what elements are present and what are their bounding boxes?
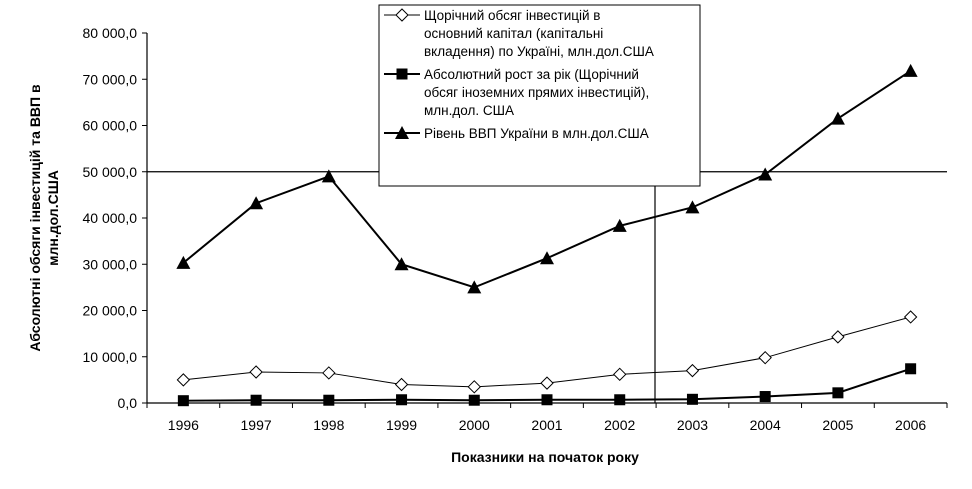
series-3 <box>176 63 918 294</box>
series-line <box>183 316 911 388</box>
triangle-marker <box>467 280 482 294</box>
triangle-marker <box>321 169 336 183</box>
diamond-marker <box>394 377 409 392</box>
diamond-marker <box>831 330 845 344</box>
y-tick-label: 20 000,0 <box>83 303 138 319</box>
y-tick-label: 60 000,0 <box>83 118 138 134</box>
square-marker <box>396 394 408 406</box>
diamond-marker <box>685 363 700 378</box>
legend: Щорічний обсяг інвестицій в основний капі… <box>378 4 701 187</box>
triangle-marker <box>249 196 264 210</box>
y-axis-title-group: Абсолютні обсяги інвестицій та ВВП в млн.… <box>27 84 61 352</box>
series-2 <box>177 363 917 407</box>
triangle-marker <box>903 63 918 77</box>
diamond-marker <box>249 365 263 379</box>
square-marker <box>250 394 262 406</box>
x-tick-label: 1999 <box>386 417 417 433</box>
diamond-marker <box>903 310 918 324</box>
diamond-marker <box>176 373 191 387</box>
legend-entry: Рівень ВВП України в млн.дол.США <box>384 126 649 141</box>
square-marker <box>759 391 771 403</box>
x-tick-label: 2003 <box>677 417 708 433</box>
legend-box <box>378 4 701 187</box>
triangle-marker <box>395 126 409 139</box>
x-tick-label: 2005 <box>822 417 853 433</box>
y-axis-title: Абсолютні обсяги інвестицій та ВВП в млн.… <box>27 84 61 352</box>
square-marker <box>177 395 189 407</box>
x-axis-title: Показники на початок року <box>451 449 639 465</box>
x-tick-label: 1997 <box>241 417 272 433</box>
square-marker <box>832 387 844 399</box>
triangle-marker <box>394 257 409 271</box>
y-axis-ticks: 0,0 10 000,0 20 000,0 30 000,0 40 000,0 50 00… <box>83 25 147 411</box>
square-marker <box>541 394 553 406</box>
square-marker <box>468 394 480 406</box>
x-tick-label: 2001 <box>531 417 562 433</box>
triangle-marker <box>685 200 700 214</box>
diamond-marker <box>540 376 554 390</box>
diamond-marker <box>395 8 409 22</box>
x-tick-label: 2000 <box>459 417 490 433</box>
triangle-marker <box>540 251 554 265</box>
legend-label: Рівень ВВП України в млн.дол.США <box>424 126 649 141</box>
legend-label: обсяг іноземних прямих інвестицій), <box>424 85 649 100</box>
diamond-marker <box>613 367 627 382</box>
y-tick-label: 80 000,0 <box>83 25 138 41</box>
x-tick-label: 1996 <box>168 417 199 433</box>
diamond-marker <box>322 366 336 380</box>
legend-label: Абсолютний рост за рік (Щорічний <box>424 67 639 82</box>
square-marker <box>323 394 335 406</box>
triangle-marker <box>758 167 773 181</box>
x-axis-ticks: 1996 1997 1998 1999 2000 2001 2002 2003 2004 2005… <box>146 403 948 433</box>
y-axis-title-line: Абсолютні обсяги інвестицій та ВВП в <box>27 84 43 352</box>
legend-label: Щорічний обсяг інвестицій в <box>424 8 600 23</box>
square-marker <box>686 393 698 405</box>
triangle-marker <box>176 255 191 269</box>
y-tick-label: 0,0 <box>118 395 138 411</box>
square-marker <box>614 394 626 406</box>
series-layer <box>176 63 918 407</box>
y-tick-label: 30 000,0 <box>83 256 138 272</box>
triangle-marker <box>612 218 627 232</box>
legend-entry: Абсолютний рост за рік (Щорічний обсяг ін… <box>384 67 649 118</box>
x-tick-label: 2004 <box>750 417 781 433</box>
y-tick-label: 40 000,0 <box>83 210 138 226</box>
legend-entry: Щорічний обсяг інвестицій в основний капі… <box>384 8 654 59</box>
square-marker <box>905 363 917 375</box>
series-1 <box>176 310 918 394</box>
triangle-marker <box>830 111 845 125</box>
legend-label: млн.дол. США <box>424 103 514 118</box>
x-tick-label: 1998 <box>313 417 344 433</box>
y-tick-label: 70 000,0 <box>83 71 138 87</box>
y-axis-title-line: млн.дол.США <box>45 170 61 266</box>
x-tick-label: 2002 <box>604 417 635 433</box>
square-marker <box>396 68 408 80</box>
y-tick-label: 50 000,0 <box>83 164 138 180</box>
diamond-marker <box>758 350 772 365</box>
legend-label: основний капітал (капітальні <box>424 26 603 41</box>
legend-label: вкладення) по Україні, млн.дол.США <box>424 44 654 59</box>
x-tick-label: 2006 <box>895 417 926 433</box>
diamond-marker <box>467 380 481 394</box>
y-tick-label: 10 000,0 <box>83 349 138 365</box>
